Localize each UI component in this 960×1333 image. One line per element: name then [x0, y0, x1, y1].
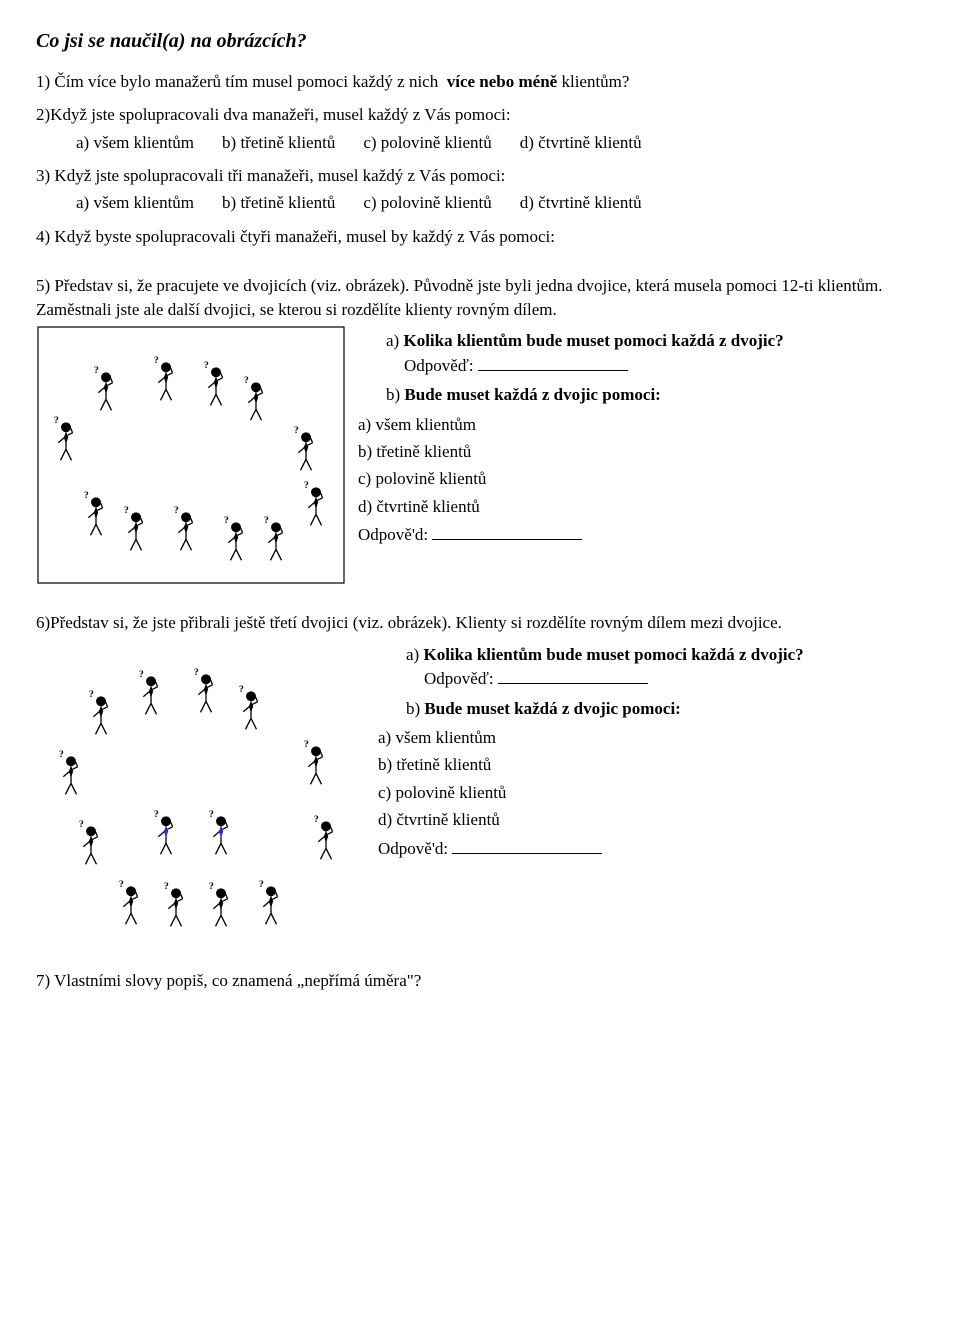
question-1: 1) Čím více bylo manažerů tím musel pomo… — [36, 70, 924, 93]
q6-opt-d: d) čtvrtině klientů — [378, 808, 924, 831]
svg-text:?: ? — [194, 667, 199, 678]
svg-text:?: ? — [119, 879, 124, 890]
svg-text:?: ? — [209, 881, 214, 892]
opt-b: b) třetině klientů — [222, 131, 335, 154]
svg-text:?: ? — [54, 415, 59, 426]
q5-right: a) Kolika klientům bude muset pomoci kaž… — [358, 325, 924, 551]
svg-text:?: ? — [89, 689, 94, 700]
q5-b: b) Bude muset každá z dvojic pomoci: — [386, 383, 924, 406]
q6-opt-a: a) všem klientům — [378, 726, 924, 749]
q6-right: a) Kolika klientům bude muset pomoci kaž… — [378, 639, 924, 865]
figure-5: ???????????? — [36, 325, 346, 585]
svg-text:?: ? — [304, 480, 309, 491]
svg-text:?: ? — [244, 375, 249, 386]
opt-a: a) všem klientům — [76, 191, 194, 214]
q1-bold: více nebo méně — [442, 72, 557, 91]
q5-a-answer: Odpověď: — [386, 353, 924, 377]
q6-a: a) Kolika klientům bude muset pomoci kaž… — [406, 643, 924, 666]
q3-options: a) všem klientům b) třetině klientů c) p… — [76, 191, 924, 214]
q6-opt-b: b) třetině klientů — [378, 753, 924, 776]
question-3: 3) Když jste spolupracovali tři manažeři… — [36, 164, 924, 187]
svg-text:?: ? — [264, 515, 269, 526]
svg-text:?: ? — [294, 425, 299, 436]
opt-c: c) polovině klientů — [363, 131, 491, 154]
svg-text:?: ? — [204, 360, 209, 371]
svg-text:?: ? — [164, 881, 169, 892]
svg-text:?: ? — [239, 684, 244, 695]
q2-options: a) všem klientům b) třetině klientů c) p… — [76, 131, 924, 154]
question-7: 7) Vlastními slovy popiš, co znamená „ne… — [36, 969, 924, 992]
q5-opt-b: b) třetině klientů — [358, 440, 924, 463]
question-5: 5) Představ si, že pracujete ve dvojicíc… — [36, 274, 924, 321]
opt-a: a) všem klientům — [76, 131, 194, 154]
q6-answer2: Odpově'd: — [378, 836, 924, 860]
svg-text:?: ? — [209, 809, 214, 820]
svg-text:?: ? — [224, 515, 229, 526]
svg-text:?: ? — [304, 739, 309, 750]
svg-text:?: ? — [59, 749, 64, 760]
question-2: 2)Když jste spolupracovali dva manažeři,… — [36, 103, 924, 126]
opt-d: d) čtvrtině klientů — [520, 191, 642, 214]
question-6: 6)Představ si, že jste přibrali ještě tř… — [36, 611, 924, 634]
svg-text:?: ? — [314, 814, 319, 825]
q1-text: 1) Čím více bylo manažerů tím musel pomo… — [36, 72, 438, 91]
question-4: 4) Když byste spolupracovali čtyři manaž… — [36, 225, 924, 248]
figure-6: ?????????????? — [36, 639, 366, 929]
q5-opt-d: d) čtvrtině klientů — [358, 495, 924, 518]
q6-opt-c: c) polovině klientů — [378, 781, 924, 804]
q5-answer2: Odpově'd: — [358, 522, 924, 546]
q6-a-answer: Odpověď: — [406, 666, 924, 690]
svg-text:?: ? — [259, 879, 264, 890]
q5-a: a) Kolika klientům bude muset pomoci kaž… — [386, 329, 924, 352]
q1-tail: klientům? — [557, 72, 629, 91]
opt-c: c) polovině klientů — [363, 191, 491, 214]
svg-text:?: ? — [94, 365, 99, 376]
q6-b: b) Bude muset každá z dvojic pomoci: — [406, 697, 924, 720]
page-title: Co jsi se naučil(a) na obrázcích? — [36, 28, 924, 56]
svg-text:?: ? — [79, 819, 84, 830]
opt-b: b) třetině klientů — [222, 191, 335, 214]
svg-text:?: ? — [124, 505, 129, 516]
q5-opt-c: c) polovině klientů — [358, 467, 924, 490]
opt-d: d) čtvrtině klientů — [520, 131, 642, 154]
svg-text:?: ? — [84, 490, 89, 501]
svg-text:?: ? — [154, 809, 159, 820]
svg-text:?: ? — [174, 505, 179, 516]
svg-text:?: ? — [154, 355, 159, 366]
svg-text:?: ? — [139, 669, 144, 680]
q5-opt-a: a) všem klientům — [358, 413, 924, 436]
